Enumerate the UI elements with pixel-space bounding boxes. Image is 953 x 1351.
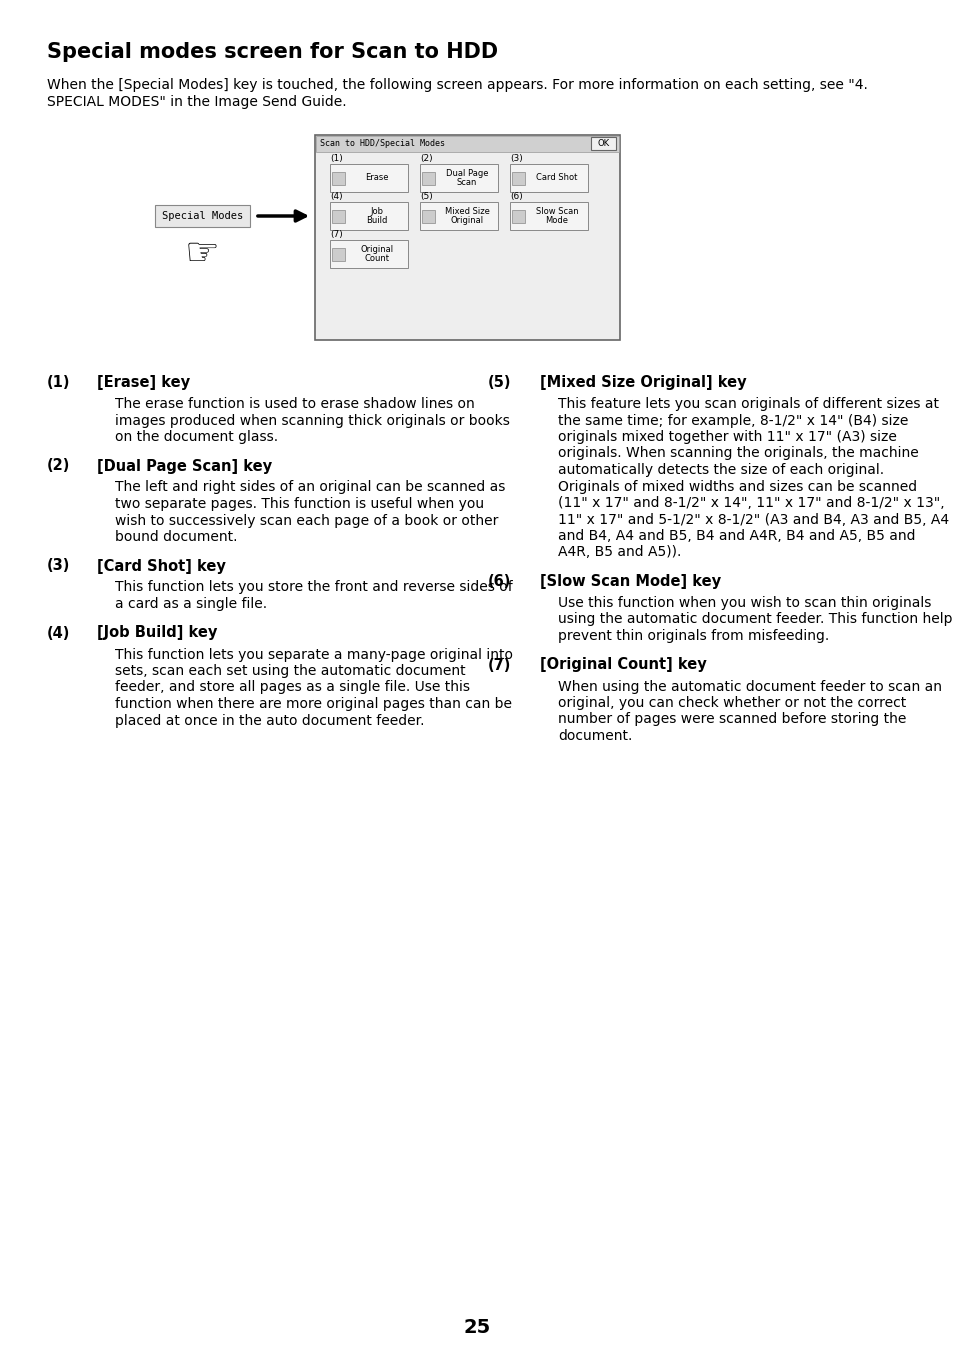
Text: The erase function is used to erase shadow lines on: The erase function is used to erase shad… [115,397,475,411]
Text: ☞: ☞ [185,235,220,273]
Text: [Original Count] key: [Original Count] key [539,658,706,673]
Bar [419,203,497,230]
Text: bound document.: bound document. [115,530,237,544]
Text: Original
Count: Original Count [360,245,394,263]
Text: This feature lets you scan originals of different sizes at: This feature lets you scan originals of … [558,397,938,411]
Text: automatically detects the size of each original.: automatically detects the size of each o… [558,463,883,477]
Text: When using the automatic document feeder to scan an: When using the automatic document feeder… [558,680,941,693]
Text: placed at once in the auto document feeder.: placed at once in the auto document feed… [115,713,424,727]
Text: prevent thin originals from misfeeding.: prevent thin originals from misfeeding. [558,630,828,643]
Text: (1): (1) [330,154,342,163]
Text: [Dual Page Scan] key: [Dual Page Scan] key [97,458,272,473]
Bar [332,247,345,261]
Text: (3): (3) [510,154,522,163]
Text: (4): (4) [47,626,71,640]
Text: Mixed Size
Original: Mixed Size Original [444,207,489,226]
Text: 25: 25 [463,1319,490,1337]
Text: A4R, B5 and A5)).: A4R, B5 and A5)). [558,546,680,559]
Text: originals. When scanning the originals, the machine: originals. When scanning the originals, … [558,446,918,461]
Bar [154,205,250,227]
Text: Dual Page
Scan: Dual Page Scan [445,169,488,188]
Bar [510,163,587,192]
Text: sets, scan each set using the automatic document: sets, scan each set using the automatic … [115,663,465,678]
Text: Erase: Erase [365,173,388,182]
Text: feeder, and store all pages as a single file. Use this: feeder, and store all pages as a single … [115,681,470,694]
Text: Special Modes: Special Modes [162,211,243,222]
Bar [421,172,435,185]
Text: number of pages were scanned before storing the: number of pages were scanned before stor… [558,712,905,727]
Bar [315,136,618,153]
Text: images produced when scanning thick originals or books: images produced when scanning thick orig… [115,413,509,427]
Bar [314,135,619,340]
Text: (6): (6) [488,574,511,589]
Text: a card as a single file.: a card as a single file. [115,597,267,611]
Bar [330,163,408,192]
Text: using the automatic document feeder. This function helps: using the automatic document feeder. Thi… [558,612,953,627]
Text: two separate pages. This function is useful when you: two separate pages. This function is use… [115,497,483,511]
Text: [Erase] key: [Erase] key [97,376,190,390]
Bar [512,209,524,223]
Text: OK: OK [597,139,609,149]
Text: Scan to HDD/Special Modes: Scan to HDD/Special Modes [319,139,444,149]
Text: [Mixed Size Original] key: [Mixed Size Original] key [539,376,746,390]
Text: [Slow Scan Mode] key: [Slow Scan Mode] key [539,574,720,589]
Text: document.: document. [558,730,632,743]
Text: Special modes screen for Scan to HDD: Special modes screen for Scan to HDD [47,42,497,62]
Text: Slow Scan
Mode: Slow Scan Mode [536,207,578,226]
Text: (11" x 17" and 8-1/2" x 14", 11" x 17" and 8-1/2" x 13",: (11" x 17" and 8-1/2" x 14", 11" x 17" a… [558,496,943,509]
Text: Job
Build: Job Build [366,207,387,226]
Bar [330,203,408,230]
Text: This function lets you separate a many-page original into: This function lets you separate a many-p… [115,647,513,662]
Text: (1): (1) [47,376,71,390]
Text: (5): (5) [488,376,511,390]
Text: Originals of mixed widths and sizes can be scanned: Originals of mixed widths and sizes can … [558,480,916,493]
Text: (7): (7) [488,658,511,673]
Text: function when there are more original pages than can be: function when there are more original pa… [115,697,512,711]
Text: on the document glass.: on the document glass. [115,430,278,444]
Text: (7): (7) [330,230,342,239]
Bar [421,209,435,223]
Text: wish to successively scan each page of a book or other: wish to successively scan each page of a… [115,513,497,527]
Text: [Card Shot] key: [Card Shot] key [97,558,226,574]
Text: the same time; for example, 8-1/2" x 14" (B4) size: the same time; for example, 8-1/2" x 14"… [558,413,907,427]
Text: Use this function when you wish to scan thin originals: Use this function when you wish to scan … [558,596,930,611]
Bar [332,209,345,223]
Text: When the [Special Modes] key is touched, the following screen appears. For more : When the [Special Modes] key is touched,… [47,78,867,92]
Bar [510,203,587,230]
Text: Card Shot: Card Shot [536,173,578,182]
Bar [330,240,408,267]
Bar [332,172,345,185]
Text: SPECIAL MODES" in the Image Send Guide.: SPECIAL MODES" in the Image Send Guide. [47,95,346,109]
Text: This function lets you store the front and reverse sides of: This function lets you store the front a… [115,581,512,594]
Text: (5): (5) [419,192,433,201]
Text: original, you can check whether or not the correct: original, you can check whether or not t… [558,696,905,711]
Bar [590,136,616,150]
Text: originals mixed together with 11" x 17" (A3) size: originals mixed together with 11" x 17" … [558,430,896,444]
Text: and B4, A4 and B5, B4 and A4R, B4 and A5, B5 and: and B4, A4 and B5, B4 and A4R, B4 and A5… [558,530,915,543]
Text: (3): (3) [47,558,71,574]
Text: (2): (2) [419,154,432,163]
Text: The left and right sides of an original can be scanned as: The left and right sides of an original … [115,481,505,494]
Bar [512,172,524,185]
Text: 11" x 17" and 5-1/2" x 8-1/2" (A3 and B4, A3 and B5, A4: 11" x 17" and 5-1/2" x 8-1/2" (A3 and B4… [558,512,948,527]
Text: (6): (6) [510,192,522,201]
Text: (4): (4) [330,192,342,201]
Text: (2): (2) [47,458,71,473]
Bar [419,163,497,192]
Text: [Job Build] key: [Job Build] key [97,626,217,640]
